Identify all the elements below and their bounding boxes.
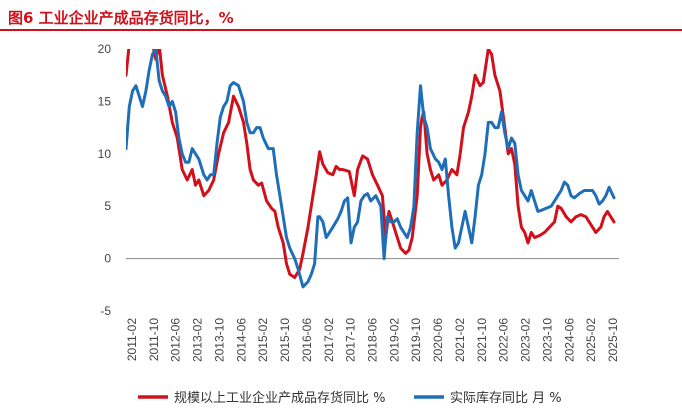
x-axis: 2011-02 2011-10 2012-06 2013-02 2013-10 2014-… bbox=[125, 258, 620, 362]
y-tick-label: 10 bbox=[98, 147, 112, 161]
y-tick-label: 20 bbox=[98, 42, 112, 56]
y-axis: 20 15 10 5 0 -5 bbox=[98, 42, 112, 318]
series-line-2 bbox=[126, 49, 616, 289]
series-lines bbox=[126, 49, 616, 289]
x-tick-label: 2019-10 bbox=[409, 318, 423, 362]
x-tick-label: 2023-10 bbox=[540, 318, 554, 362]
x-tick-label: 2013-10 bbox=[213, 318, 227, 362]
x-tick-label: 2017-02 bbox=[322, 318, 336, 362]
legend-label-1: 规模以上工业企业产成品存货同比 % bbox=[174, 390, 386, 406]
x-tick-label: 2014-06 bbox=[234, 318, 248, 362]
x-tick-label: 2024-06 bbox=[562, 318, 576, 362]
x-tick-label: 2013-02 bbox=[191, 318, 205, 362]
x-tick-label: 2011-02 bbox=[125, 318, 139, 361]
legend: 规模以上工业企业产成品存货同比 % 实际库存同比 月 % bbox=[138, 390, 562, 406]
x-tick-label: 2025-02 bbox=[584, 318, 598, 362]
legend-label-2: 实际库存同比 月 % bbox=[450, 390, 562, 406]
y-tick-label: 0 bbox=[104, 252, 111, 266]
x-tick-label: 2020-06 bbox=[431, 318, 445, 362]
x-tick-label: 2018-06 bbox=[366, 318, 380, 362]
y-tick-label: 5 bbox=[104, 199, 111, 213]
title-rule bbox=[0, 29, 682, 31]
chart-title: 图6 工业企业产成品存货同比，% bbox=[8, 9, 234, 27]
x-tick-label: 2015-02 bbox=[256, 318, 270, 362]
x-tick-label: 2017-10 bbox=[344, 318, 358, 362]
x-tick-label: 2016-06 bbox=[300, 318, 314, 362]
x-tick-label: 2019-02 bbox=[387, 318, 401, 362]
x-tick-label: 2015-10 bbox=[278, 318, 292, 362]
x-tick-label: 2021-10 bbox=[475, 318, 489, 362]
y-tick-label: -5 bbox=[100, 304, 111, 318]
x-tick-label: 2022-06 bbox=[497, 318, 511, 362]
y-tick-label: 15 bbox=[98, 94, 112, 108]
x-tick-label: 2012-06 bbox=[169, 318, 183, 362]
x-tick-label: 2025-10 bbox=[606, 318, 620, 362]
x-tick-label: 2023-02 bbox=[519, 318, 533, 362]
series-line-1 bbox=[126, 49, 616, 279]
x-tick-label: 2011-10 bbox=[147, 318, 161, 361]
x-tick-label: 2021-02 bbox=[453, 318, 467, 362]
